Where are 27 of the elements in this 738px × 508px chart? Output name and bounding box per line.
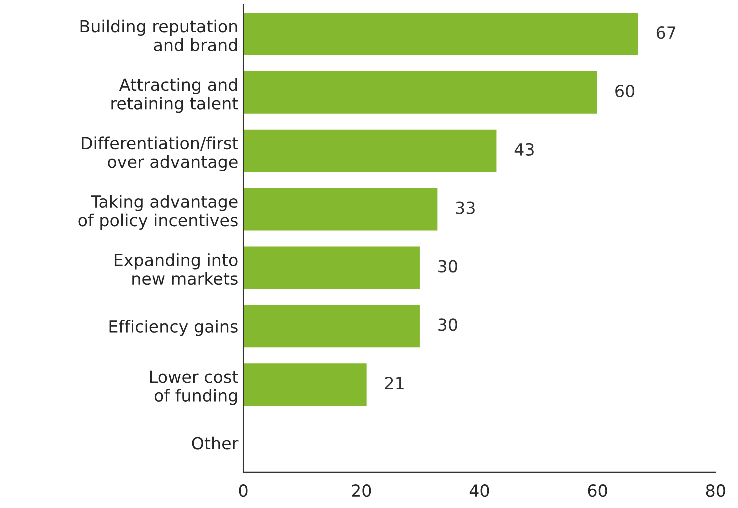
bar xyxy=(244,70,598,116)
data-label: 21 xyxy=(385,377,404,390)
x-tick-label: 80 xyxy=(706,484,726,498)
data-label: 30 xyxy=(438,260,458,273)
bar xyxy=(244,186,440,232)
data-label: 30 xyxy=(438,318,458,332)
x-tick-label: 40 xyxy=(470,484,490,498)
y-tick-label: Differentiation/first over advantage xyxy=(82,136,238,172)
y-tick-label: Taking advantage of policy incentives xyxy=(78,195,238,230)
data-label: 43 xyxy=(514,143,534,156)
y-tick-label: Building reputation and brand xyxy=(80,20,238,52)
y-tick-label: Lower cost of funding xyxy=(150,370,238,406)
bar xyxy=(244,12,640,57)
data-label: 67 xyxy=(656,26,676,40)
data-label: 33 xyxy=(456,202,475,214)
y-tick-label: Attracting and retaining talent xyxy=(112,78,238,114)
y-tick-label: Other xyxy=(192,436,239,450)
bar xyxy=(244,304,422,349)
bar xyxy=(244,362,368,408)
y-tick-label: Expanding into new markets xyxy=(114,254,238,286)
y-tick-label: Efficiency gains xyxy=(110,320,238,336)
bar xyxy=(244,245,422,291)
x-tick-label: 60 xyxy=(588,484,608,498)
data-label: 60 xyxy=(616,84,635,98)
bar xyxy=(244,128,498,174)
x-tick-label: 20 xyxy=(352,484,372,498)
x-tick-label: 0 xyxy=(239,484,248,498)
